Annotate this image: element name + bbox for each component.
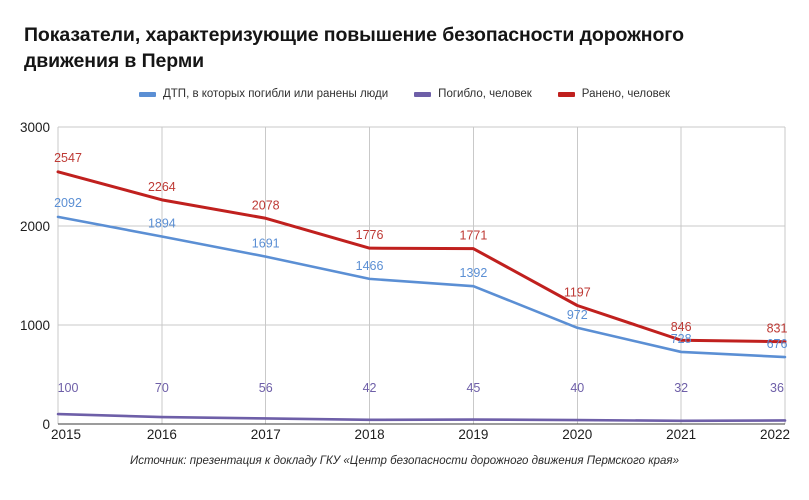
data-label: 2264 — [148, 180, 176, 194]
x-axis-tick-label: 2020 — [562, 427, 592, 442]
data-label: 36 — [770, 381, 784, 395]
legend-swatch-accidents-icon — [138, 91, 156, 97]
data-label: 100 — [58, 381, 79, 395]
data-label: 1392 — [460, 266, 488, 280]
data-label: 2078 — [252, 198, 280, 212]
x-axis-tick-label: 2018 — [355, 427, 385, 442]
legend-label-injured: Ранено, человек — [581, 88, 671, 100]
page-title: Показатели, характеризующие повышение бе… — [24, 24, 684, 73]
y-axis-tick-label: 0 — [42, 417, 50, 432]
x-axis-tick-label: 2021 — [666, 427, 696, 442]
chart-legend: ДТП, в которых погибли или ранены люди П… — [0, 88, 809, 100]
x-axis-tick-label: 2022 — [760, 427, 790, 442]
data-label: 972 — [567, 308, 588, 322]
legend-item-injured[interactable]: Ранено, человек — [557, 88, 671, 100]
legend-label-died: Погибло, человек — [438, 88, 532, 100]
x-axis-tick-label: 2017 — [251, 427, 281, 442]
y-axis-tick-label: 2000 — [20, 219, 50, 234]
data-label: 846 — [671, 320, 692, 334]
gridlines — [57, 126, 786, 424]
data-label: 45 — [466, 381, 480, 395]
legend-item-died[interactable]: Погибло, человек — [414, 88, 532, 100]
data-label: 1466 — [356, 259, 384, 273]
legend-label-accidents: ДТП, в которых погибли или ранены люди — [162, 88, 389, 100]
series-line-2 — [56, 170, 787, 344]
data-label: 1197 — [564, 285, 591, 299]
data-label: 32 — [674, 381, 688, 395]
data-label: 42 — [363, 381, 377, 395]
data-labels: 2092 1894 1691 1466 1392 972 728 676 100 70 56 42 45… — [54, 151, 787, 395]
series-line-0 — [56, 215, 787, 359]
data-label: 56 — [259, 381, 273, 395]
data-label: 1771 — [460, 229, 488, 243]
data-label: 40 — [570, 381, 584, 395]
data-label: 1691 — [252, 237, 280, 251]
data-label: 2092 — [54, 196, 82, 210]
data-label: 2547 — [54, 151, 82, 165]
data-label: 728 — [671, 332, 692, 346]
data-label: 1776 — [356, 228, 384, 242]
series-lines — [56, 170, 787, 423]
y-axis-tick-label: 1000 — [20, 318, 50, 333]
y-axis-tick-label: 3000 — [20, 120, 50, 135]
data-label: 70 — [155, 381, 169, 395]
series-line-1 — [56, 412, 787, 423]
x-axis-tick-label: 2019 — [458, 427, 488, 442]
data-label: 1894 — [148, 216, 176, 230]
data-label: 676 — [767, 337, 788, 351]
data-label: 831 — [767, 322, 788, 336]
x-axis-tick-label: 2016 — [147, 427, 177, 442]
y-axis-tick-labels: 0 1000 2000 3000 — [20, 120, 50, 432]
x-axis-tick-label: 2015 — [51, 427, 81, 442]
legend-swatch-died-icon — [414, 91, 432, 97]
x-axis-tick-labels: 2015 2016 2017 2018 2019 2020 2021 2022 — [51, 427, 790, 442]
legend-swatch-injured-icon — [557, 91, 575, 97]
source-note: Источник: презентация к докладу ГКУ «Цен… — [130, 455, 679, 467]
legend-item-accidents[interactable]: ДТП, в которых погибли или ранены люди — [138, 88, 389, 100]
